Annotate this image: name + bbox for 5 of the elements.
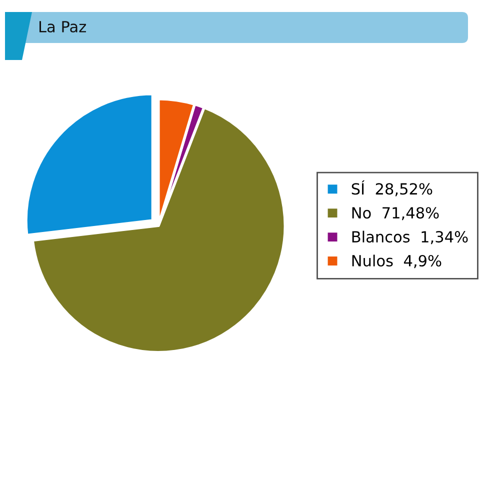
legend-label: No 71,48% [352, 207, 439, 220]
chart-title: La Paz [40, 21, 86, 32]
legend-label: Blancos 1,34% [352, 230, 468, 244]
legend-label: SÍ 28,52% [352, 180, 432, 196]
legend-label: Nulos 4,9% [352, 254, 442, 268]
